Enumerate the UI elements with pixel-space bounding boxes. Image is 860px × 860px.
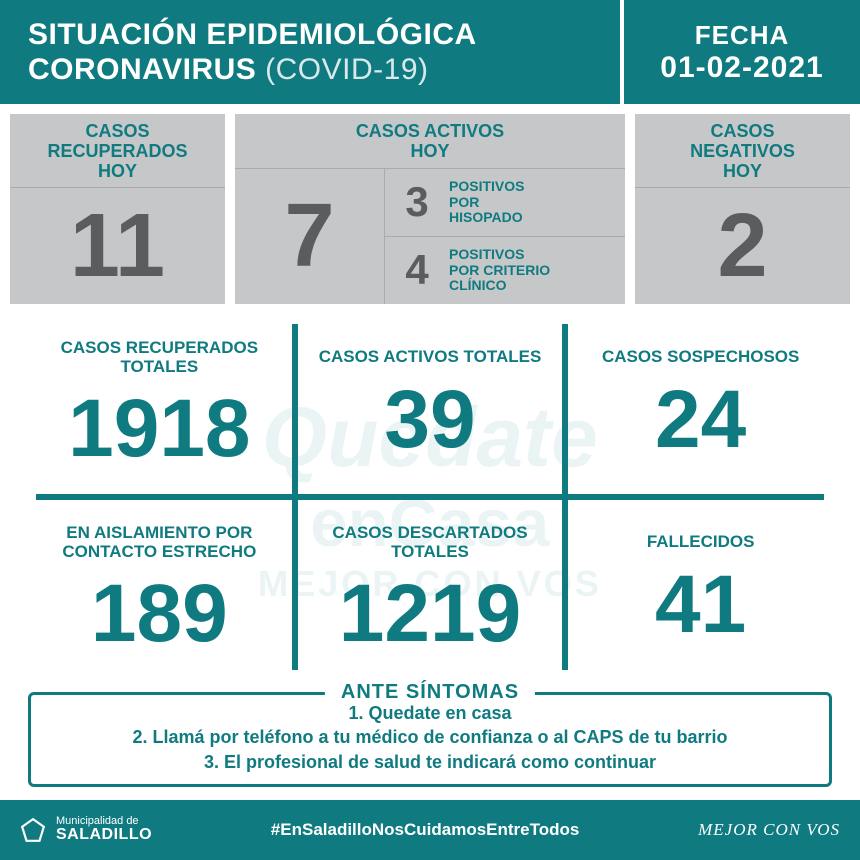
negative-today: CASOS NEGATIVOS HOY 2 — [635, 114, 850, 304]
symptoms-box: ANTE SÍNTOMAS 1. Quedate en casa 2. Llam… — [28, 692, 832, 787]
title-line2: CORONAVIRUS (COVID-19) — [28, 53, 620, 88]
municipality-logo-icon — [20, 817, 46, 843]
symptoms-list: 1. Quedate en casa 2. Llamá por teléfono… — [45, 701, 815, 774]
total-isolation: EN AISLAMIENTO POR CONTACTO ESTRECHO 189 — [24, 497, 295, 682]
symptoms-item: 1. Quedate en casa — [45, 701, 815, 725]
footer-hashtag: #EnSaladilloNosCuidamosEntreTodos — [152, 820, 698, 840]
header-date: FECHA 01-02-2021 — [620, 0, 860, 104]
today-row: CASOS RECUPERADOS HOY 11 CASOS ACTIVOS H… — [0, 114, 860, 304]
total-discarded: CASOS DESCARTADOS TOTALES 1219 — [295, 497, 566, 682]
positive-swab: 3 POSITIVOS POR HISOPADO — [385, 169, 625, 237]
active-today: CASOS ACTIVOS HOY 7 3 POSITIVOS POR HISO… — [235, 114, 625, 304]
footer: Municipalidad de SALADILLO #EnSaladilloN… — [0, 800, 860, 860]
total-active: CASOS ACTIVOS TOTALES 39 — [295, 312, 566, 497]
positive-swab-label: POSITIVOS POR HISOPADO — [449, 179, 524, 225]
date-label: FECHA — [695, 20, 790, 51]
negative-today-value: 2 — [717, 201, 767, 291]
divider-h — [36, 494, 824, 500]
title-strong: CORONAVIRUS — [28, 53, 256, 86]
total-suspected: CASOS SOSPECHOSOS 24 — [565, 312, 836, 497]
positive-swab-value: 3 — [393, 178, 441, 226]
recovered-today: CASOS RECUPERADOS HOY 11 — [10, 114, 225, 304]
symptoms-item: 2. Llamá por teléfono a tu médico de con… — [45, 725, 815, 749]
title-line1: SITUACIÓN EPIDEMIOLÓGICA — [28, 18, 620, 53]
date-value: 01-02-2021 — [660, 51, 823, 85]
symptoms-item: 3. El profesional de salud te indicará c… — [45, 750, 815, 774]
totals-grid: Quedate enCasa MEJOR CON VOS CASOS RECUP… — [24, 312, 836, 682]
active-today-value: 7 — [284, 191, 334, 281]
infographic-page: SITUACIÓN EPIDEMIOLÓGICA CORONAVIRUS (CO… — [0, 0, 860, 860]
active-today-label: CASOS ACTIVOS HOY — [235, 114, 625, 169]
total-recovered: CASOS RECUPERADOS TOTALES 1918 — [24, 312, 295, 497]
positive-clinical: 4 POSITIVOS POR CRITERIO CLÍNICO — [385, 237, 625, 304]
total-deaths: FALLECIDOS 41 — [565, 497, 836, 682]
title-light: (COVID-19) — [265, 53, 428, 86]
recovered-today-label: CASOS RECUPERADOS HOY — [10, 114, 225, 188]
brand-big: SALADILLO — [56, 827, 152, 844]
header-title: SITUACIÓN EPIDEMIOLÓGICA CORONAVIRUS (CO… — [0, 0, 620, 104]
positive-clinical-label: POSITIVOS POR CRITERIO CLÍNICO — [449, 247, 550, 293]
negative-today-label: CASOS NEGATIVOS HOY — [635, 114, 850, 188]
recovered-today-value: 11 — [70, 201, 165, 291]
positive-clinical-value: 4 — [393, 246, 441, 294]
symptoms-heading: ANTE SÍNTOMAS — [325, 681, 535, 704]
footer-brand: Municipalidad de SALADILLO — [20, 816, 152, 844]
header: SITUACIÓN EPIDEMIOLÓGICA CORONAVIRUS (CO… — [0, 0, 860, 114]
footer-slogan: MEJOR CON VOS — [698, 820, 840, 840]
